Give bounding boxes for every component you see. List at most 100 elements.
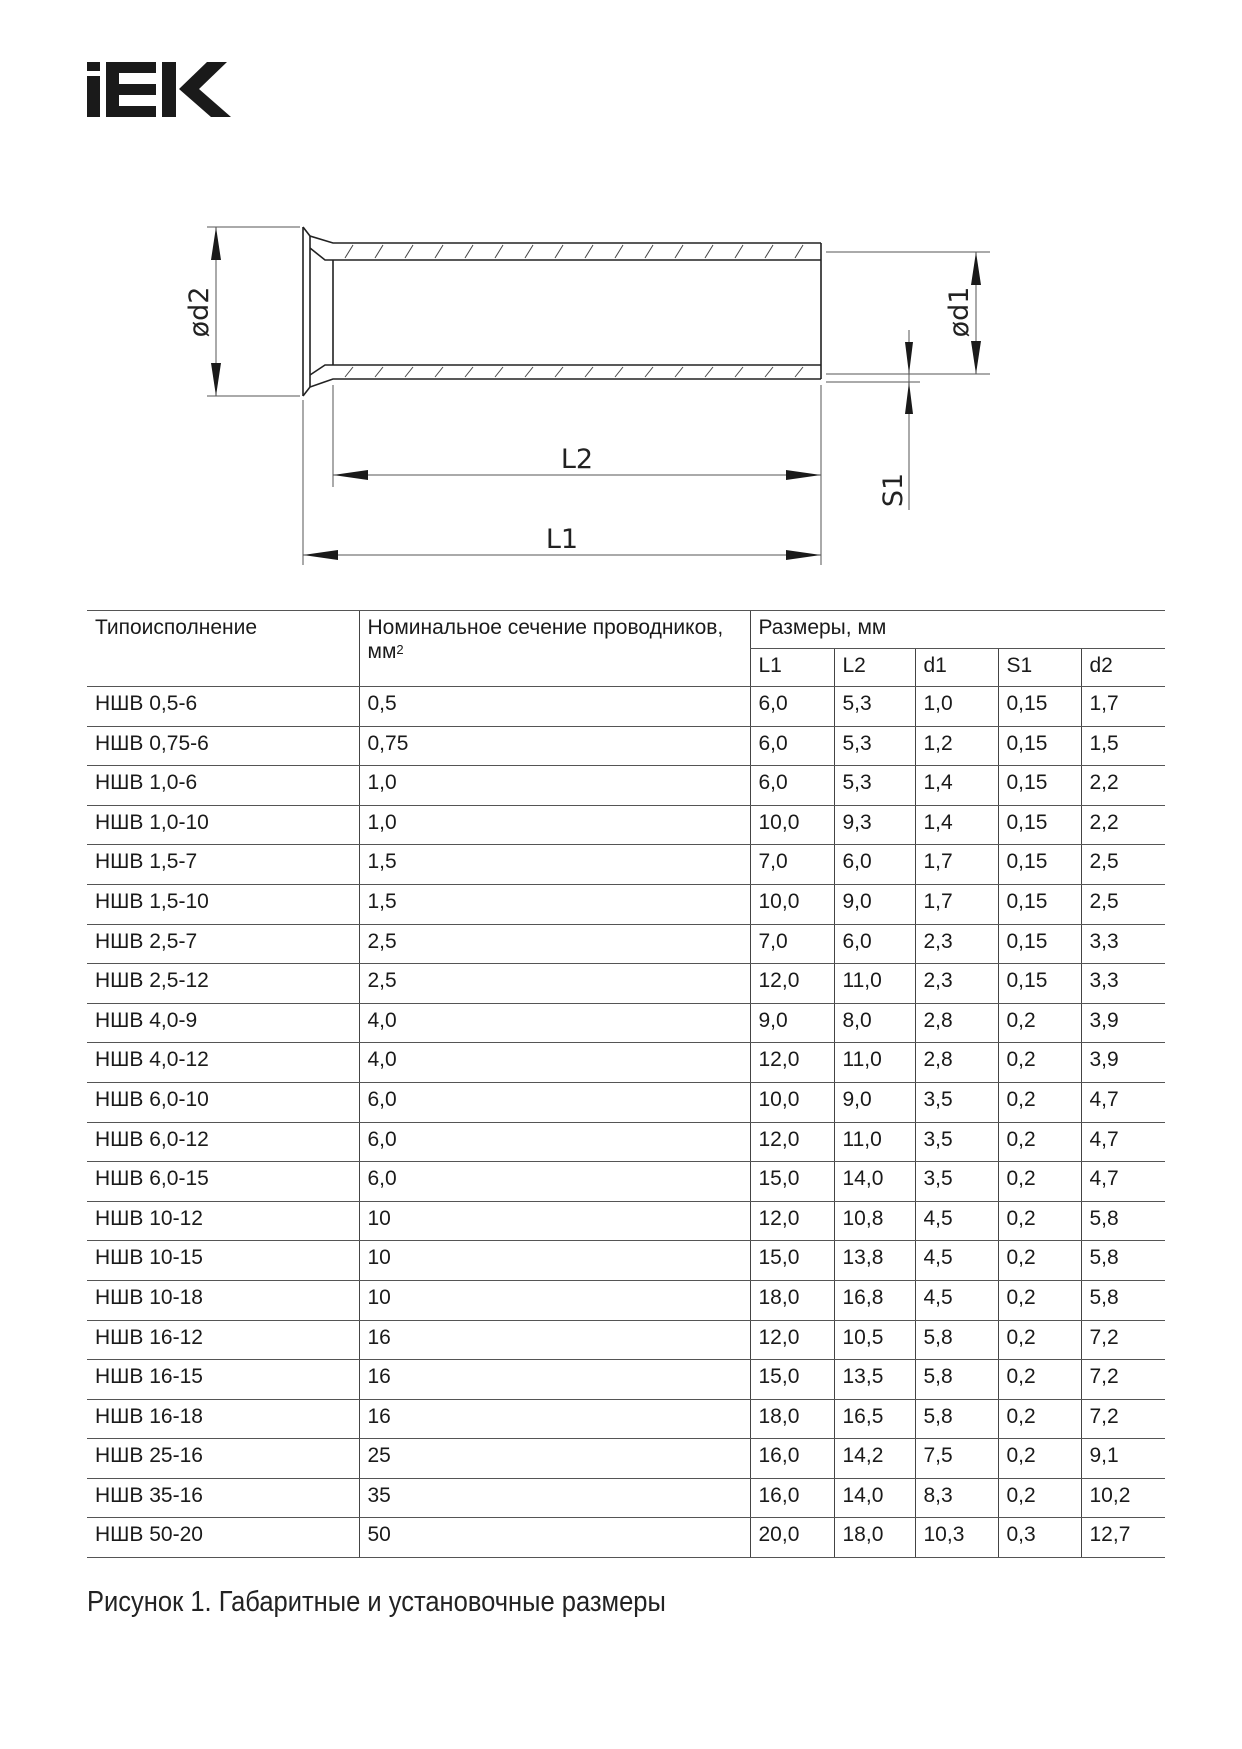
cell-section: 10 [358, 1280, 750, 1321]
subheader-l1: L1 [749, 648, 834, 687]
hatch-line [734, 366, 744, 378]
cell-section: 16 [358, 1359, 750, 1400]
cell-l1: 15,0 [749, 1359, 834, 1400]
cell-l1: 12,0 [749, 1042, 834, 1083]
cell-l1: 15,0 [749, 1161, 834, 1202]
cell-l2: 14,0 [833, 1161, 915, 1202]
header-section-sup: 2 [396, 642, 404, 657]
cell-d2: 12,7 [1080, 1517, 1166, 1559]
cell-section: 0,5 [358, 686, 750, 727]
cell-type: НШВ 16-18 [87, 1399, 359, 1440]
cell-d1: 3,5 [914, 1122, 998, 1163]
cell-section: 25 [358, 1438, 750, 1479]
hatch-line [344, 244, 354, 259]
cell-s1: 0,2 [997, 1240, 1081, 1281]
cell-l1: 7,0 [749, 924, 834, 965]
cell-s1: 0,2 [997, 1003, 1081, 1044]
table-row: НШВ 2,5-7 2,5 7,0 6,0 2,3 0,15 3,3 [87, 924, 1166, 965]
cell-l1: 9,0 [749, 1003, 834, 1044]
table-row: НШВ 4,0-12 4,0 12,0 11,0 2,8 0,2 3,9 [87, 1042, 1166, 1083]
cell-l1: 15,0 [749, 1240, 834, 1281]
cell-d2: 7,2 [1080, 1320, 1166, 1361]
cell-d1: 1,4 [914, 805, 998, 846]
table-row: НШВ 10-12 10 12,0 10,8 4,5 0,2 5,8 [87, 1201, 1166, 1242]
table-row: НШВ 0,75-6 0,75 6,0 5,3 1,2 0,15 1,5 [87, 726, 1166, 767]
cell-section: 50 [358, 1517, 750, 1559]
subheader-s1: S1 [997, 648, 1081, 687]
hatch-line [374, 366, 384, 378]
cell-d2: 7,2 [1080, 1359, 1166, 1400]
cell-l2: 18,0 [833, 1517, 915, 1559]
table-row: НШВ 4,0-9 4,0 9,0 8,0 2,8 0,2 3,9 [87, 1003, 1166, 1044]
hatch-line [674, 366, 684, 378]
table-row: НШВ 0,5-6 0,5 6,0 5,3 1,0 0,15 1,7 [87, 686, 1166, 727]
cell-section: 16 [358, 1320, 750, 1361]
cell-type: НШВ 35-16 [87, 1478, 359, 1519]
cell-type: НШВ 16-12 [87, 1320, 359, 1361]
cell-l1: 6,0 [749, 686, 834, 727]
hatch-line [374, 244, 384, 259]
cell-d2: 3,9 [1080, 1003, 1166, 1044]
cell-l2: 5,3 [833, 686, 915, 727]
cell-s1: 0,3 [997, 1517, 1081, 1559]
hatch-line [554, 244, 564, 259]
cell-s1: 0,2 [997, 1359, 1081, 1400]
cell-type: НШВ 1,5-7 [87, 844, 359, 885]
cell-l2: 5,3 [833, 726, 915, 767]
cell-s1: 0,2 [997, 1478, 1081, 1519]
cell-s1: 0,2 [997, 1122, 1081, 1163]
table-row: НШВ 6,0-15 6,0 15,0 14,0 3,5 0,2 4,7 [87, 1161, 1166, 1202]
cell-l2: 14,2 [833, 1438, 915, 1479]
cell-l1: 12,0 [749, 1201, 834, 1242]
cell-l2: 16,8 [833, 1280, 915, 1321]
hatch-line [524, 244, 534, 259]
cell-section: 2,5 [358, 924, 750, 965]
hatch-line [614, 366, 624, 378]
cell-d2: 5,8 [1080, 1240, 1166, 1281]
header-dimensions: Размеры, мм [749, 610, 1166, 649]
subheader-d1: d1 [914, 648, 998, 687]
cell-l1: 12,0 [749, 1122, 834, 1163]
cell-d2: 2,2 [1080, 805, 1166, 846]
cell-l1: 6,0 [749, 765, 834, 806]
cell-type: НШВ 6,0-10 [87, 1082, 359, 1123]
cell-type: НШВ 16-15 [87, 1359, 359, 1400]
cell-d2: 5,8 [1080, 1280, 1166, 1321]
hatch-line [674, 244, 684, 259]
dimensions-table: Типоисполнение Номинальное сечение прово… [87, 610, 1166, 1559]
label-l1: L1 [546, 524, 578, 555]
cell-d2: 4,7 [1080, 1161, 1166, 1202]
cell-d1: 3,5 [914, 1161, 998, 1202]
cell-d2: 4,7 [1080, 1122, 1166, 1163]
hatch-line [464, 366, 474, 378]
cell-d1: 1,7 [914, 844, 998, 885]
table-row: НШВ 2,5-12 2,5 12,0 11,0 2,3 0,15 3,3 [87, 963, 1166, 1004]
cell-d1: 8,3 [914, 1478, 998, 1519]
cell-type: НШВ 25-16 [87, 1438, 359, 1479]
cell-l2: 6,0 [833, 844, 915, 885]
cell-s1: 0,2 [997, 1399, 1081, 1440]
cell-d2: 3,3 [1080, 924, 1166, 965]
cell-section: 0,75 [358, 726, 750, 767]
table-row: НШВ 35-16 35 16,0 14,0 8,3 0,2 10,2 [87, 1478, 1166, 1519]
cell-type: НШВ 10-15 [87, 1240, 359, 1281]
cell-s1: 0,15 [997, 963, 1081, 1004]
cell-section: 1,5 [358, 884, 750, 925]
cell-d2: 3,3 [1080, 963, 1166, 1004]
cell-l2: 16,5 [833, 1399, 915, 1440]
table-row: НШВ 1,5-10 1,5 10,0 9,0 1,7 0,15 2,5 [87, 884, 1166, 925]
cell-s1: 0,15 [997, 765, 1081, 806]
cell-l1: 12,0 [749, 1320, 834, 1361]
cell-type: НШВ 4,0-12 [87, 1042, 359, 1083]
cell-l2: 9,0 [833, 884, 915, 925]
cell-s1: 0,2 [997, 1201, 1081, 1242]
cell-d1: 5,8 [914, 1399, 998, 1440]
cell-l2: 11,0 [833, 963, 915, 1004]
cell-l1: 10,0 [749, 805, 834, 846]
cell-s1: 0,2 [997, 1320, 1081, 1361]
table-row: НШВ 6,0-12 6,0 12,0 11,0 3,5 0,2 4,7 [87, 1122, 1166, 1163]
hatch-line [584, 366, 594, 378]
cell-d1: 1,0 [914, 686, 998, 727]
cell-s1: 0,2 [997, 1438, 1081, 1479]
cell-d1: 10,3 [914, 1517, 998, 1559]
